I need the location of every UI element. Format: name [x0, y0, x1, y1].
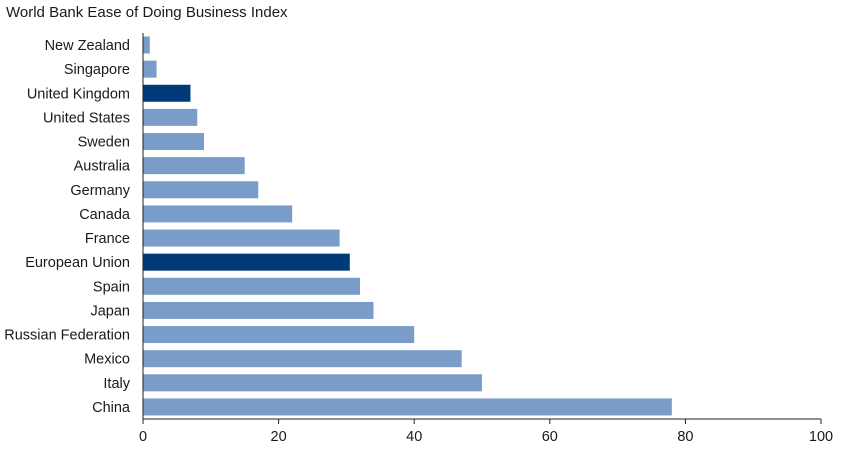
- category-label: Canada: [79, 207, 131, 223]
- category-label: Germany: [70, 183, 130, 199]
- category-label: Singapore: [64, 62, 130, 78]
- category-label: Italy: [103, 376, 130, 392]
- category-labels: New Zealand Singapore United Kingdom United…: [4, 38, 131, 416]
- bar-italy: [143, 374, 482, 392]
- category-label: Russian Federation: [4, 328, 130, 344]
- bar-australia: [143, 157, 245, 175]
- bar-singapore: [143, 60, 157, 78]
- bar-united-kingdom: [143, 84, 191, 102]
- category-label: Mexico: [84, 352, 130, 368]
- bar-european-union: [143, 253, 350, 271]
- category-label: United States: [43, 110, 130, 126]
- x-axis: 0 20 40 60 80 100: [139, 33, 833, 445]
- category-label: Spain: [93, 279, 130, 295]
- category-label: France: [85, 231, 130, 247]
- category-label: Japan: [90, 303, 130, 319]
- bar-new-zealand: [143, 36, 150, 54]
- bar-spain: [143, 277, 360, 295]
- category-label: China: [92, 400, 131, 416]
- x-tick-label: 60: [542, 429, 558, 445]
- bar-sweden: [143, 133, 205, 151]
- bar-china: [143, 398, 672, 416]
- bar-japan: [143, 301, 374, 319]
- chart-title: World Bank Ease of Doing Business Index: [6, 4, 288, 21]
- category-label: European Union: [25, 255, 130, 271]
- bar-france: [143, 229, 340, 247]
- bar-russian-federation: [143, 326, 415, 344]
- x-tick-label: 0: [139, 429, 147, 445]
- bar-germany: [143, 181, 259, 199]
- x-tick-label: 100: [809, 429, 833, 445]
- category-label: Sweden: [78, 135, 130, 151]
- category-label: United Kingdom: [27, 86, 130, 102]
- bar-canada: [143, 205, 293, 223]
- category-label: New Zealand: [45, 38, 130, 54]
- bar-mexico: [143, 350, 462, 368]
- bar-united-states: [143, 108, 198, 126]
- category-label: Australia: [74, 159, 131, 175]
- bars-layer: [143, 36, 672, 416]
- x-tick-label: 40: [406, 429, 422, 445]
- x-tick-label: 20: [271, 429, 287, 445]
- x-tick-label: 80: [677, 429, 693, 445]
